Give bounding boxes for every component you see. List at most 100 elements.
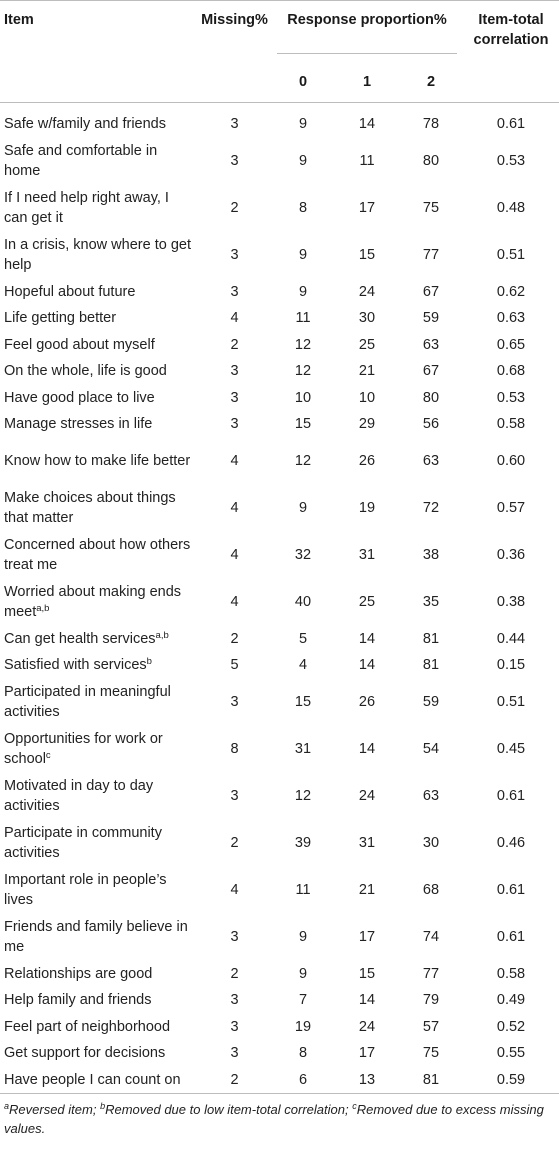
cell-missing: 4 — [230, 453, 239, 469]
cell-response-0: 19 — [294, 1018, 312, 1035]
item-label: Life getting better — [4, 310, 117, 327]
cell-item-total: 0.61 — [496, 788, 526, 804]
item-footnote-mark: b — [146, 656, 152, 668]
cell-item-total: 0.57 — [496, 500, 526, 516]
cell-response-1: 14 — [358, 630, 376, 647]
cell-item-total: 0.61 — [496, 882, 526, 898]
table-row: Participated in meaningful activities 3 15… — [0, 679, 559, 726]
table-row: Friends and family believe in me 3 9 17 74 0.… — [0, 914, 559, 961]
cell-response-2: 80 — [422, 389, 440, 406]
cell-response-1: 13 — [358, 1071, 376, 1088]
cell-item: Hopeful about future — [0, 279, 198, 306]
table-row: Opportunities for work or schoolc 8 31 14 54… — [0, 726, 559, 773]
cell-response-1: 29 — [358, 416, 376, 433]
cell-response-0: 11 — [295, 882, 311, 898]
table-row: Know how to make life better 4 12 26 63 0.60 — [0, 438, 559, 485]
cell-response-2: 63 — [422, 453, 440, 469]
cell-response-0: 12 — [294, 336, 312, 353]
header-divider — [277, 53, 457, 54]
cell-response-2: 56 — [422, 416, 440, 433]
table-header: Item Missing% Response proportion% Item-… — [0, 0, 559, 103]
cell-response-1: 14 — [358, 657, 376, 674]
cell-response-0: 31 — [294, 741, 312, 757]
cell-response-1: 25 — [358, 336, 376, 353]
table-row: Motivated in day to day activities 3 12 24 6… — [0, 773, 559, 820]
cell-item-total: 0.46 — [496, 835, 526, 851]
cell-item-total: 0.55 — [496, 1045, 526, 1062]
cell-missing: 5 — [230, 657, 239, 674]
item-label: Worried about making ends meet — [4, 584, 182, 620]
item-label: Manage stresses in life — [4, 416, 153, 433]
table-row: Participate in community activities 2 39 31… — [0, 820, 559, 867]
footnote-text-a: Reversed item; — [9, 1102, 101, 1117]
cell-item-total: 0.58 — [496, 965, 526, 982]
cell-item-total: 0.61 — [496, 116, 526, 133]
cell-response-2: 57 — [422, 1018, 440, 1035]
cell-item: Can get health servicesa,b — [0, 626, 198, 653]
cell-response-0: 10 — [294, 389, 312, 406]
cell-item-total: 0.36 — [496, 547, 526, 563]
cell-missing: 3 — [230, 283, 239, 300]
header-response-2: 2 — [426, 74, 436, 90]
cell-item-total: 0.51 — [496, 247, 526, 263]
cell-response-1: 25 — [358, 594, 376, 610]
table-row: Have good place to live 3 10 10 80 0.53 — [0, 385, 559, 412]
cell-item: Feel good about myself — [0, 332, 198, 359]
cell-response-0: 6 — [298, 1071, 308, 1088]
cell-response-0: 9 — [298, 965, 308, 982]
cell-item: Know how to make life better — [0, 438, 198, 485]
cell-missing: 3 — [230, 694, 239, 710]
cell-item-total: 0.51 — [496, 694, 526, 710]
item-label: Participate in community activities — [4, 825, 162, 861]
item-footnote-mark: c — [45, 750, 51, 761]
cell-response-0: 15 — [294, 416, 312, 433]
table-row: Feel part of neighborhood 3 19 24 57 0.52 — [0, 1014, 559, 1041]
cell-response-1: 26 — [358, 453, 376, 469]
cell-missing: 4 — [230, 594, 239, 610]
table-row: Have people I can count on 2 6 13 81 0.59 — [0, 1067, 559, 1094]
table-footnote: aReversed item; bRemoved due to low item… — [0, 1094, 559, 1138]
cell-item-total: 0.52 — [496, 1018, 526, 1035]
cell-item-total: 0.53 — [496, 389, 526, 406]
cell-item-total: 0.68 — [496, 363, 526, 380]
cell-response-0: 32 — [294, 547, 312, 563]
cell-item: Safe w/family and friends — [0, 103, 198, 138]
table-row: Manage stresses in life 3 15 29 56 0.58 — [0, 411, 559, 438]
cell-response-2: 59 — [422, 694, 440, 710]
cell-item-total: 0.38 — [496, 594, 526, 610]
item-label: Feel part of neighborhood — [4, 1018, 171, 1035]
footnote-mark-a: a — [4, 1101, 10, 1111]
cell-missing: 2 — [230, 1071, 239, 1088]
item-label: Make choices about things that matter — [4, 490, 176, 526]
cell-item: Important role in people’s lives — [0, 867, 198, 914]
cell-missing: 3 — [230, 247, 239, 263]
cell-response-2: 81 — [422, 657, 440, 674]
cell-item-total: 0.62 — [496, 283, 526, 300]
cell-item: Life getting better — [0, 305, 198, 332]
cell-response-2: 74 — [422, 929, 440, 945]
header-missing: Missing% — [201, 12, 268, 28]
cell-response-2: 80 — [422, 153, 440, 169]
item-label: Safe and comfortable in home — [4, 143, 158, 179]
cell-response-0: 12 — [294, 363, 312, 380]
item-label: If I need help right away, I can get it — [4, 190, 169, 226]
header-response-1: 1 — [362, 74, 372, 90]
table-row: Concerned about how others treat me 4 32 31… — [0, 532, 559, 579]
cell-response-2: 75 — [422, 1045, 440, 1062]
cell-response-0: 39 — [294, 835, 312, 851]
cell-response-1: 17 — [358, 1045, 376, 1062]
cell-response-1: 14 — [358, 992, 376, 1009]
cell-response-1: 26 — [358, 694, 376, 710]
cell-item: On the whole, life is good — [0, 358, 198, 385]
cell-missing: 3 — [230, 992, 239, 1009]
cell-item: Have people I can count on — [0, 1067, 198, 1094]
cell-response-1: 15 — [358, 965, 376, 982]
cell-missing: 3 — [230, 788, 239, 804]
cell-response-1: 24 — [358, 283, 376, 300]
item-label: On the whole, life is good — [4, 363, 167, 380]
cell-response-0: 40 — [294, 594, 312, 610]
cell-missing: 3 — [230, 389, 239, 406]
cell-missing: 3 — [230, 153, 239, 169]
cell-item: Get support for decisions — [0, 1040, 198, 1067]
cell-response-2: 78 — [422, 116, 440, 133]
